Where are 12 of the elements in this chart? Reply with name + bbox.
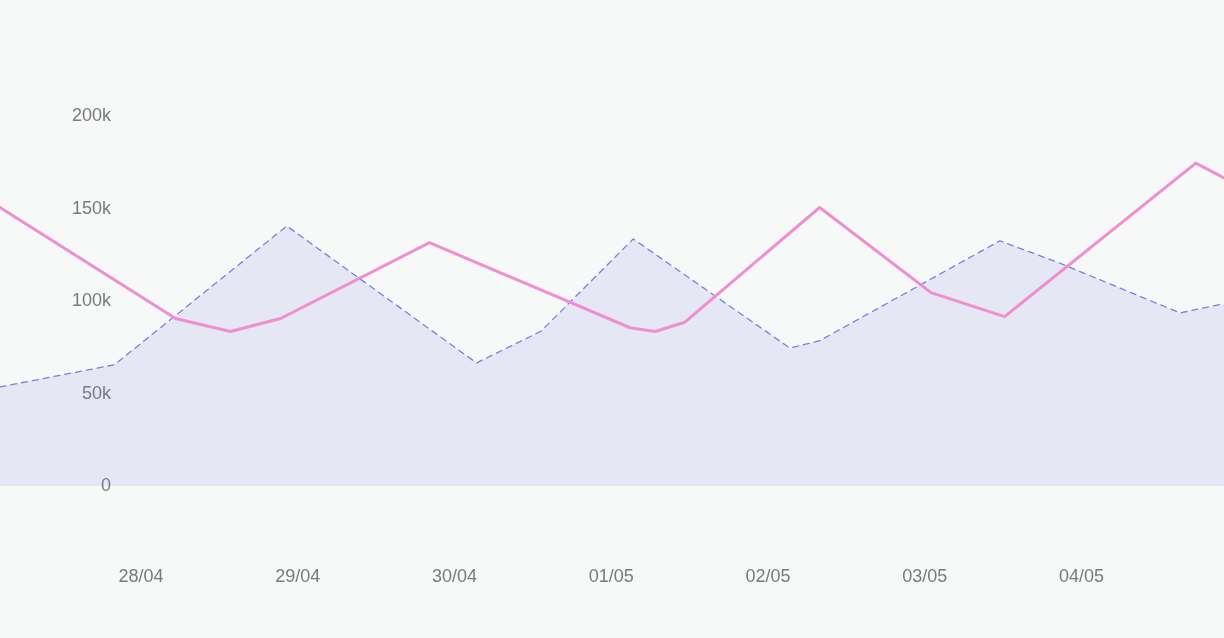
x-tick-label: 03/05 xyxy=(902,566,948,586)
y-tick-label: 50k xyxy=(81,382,112,403)
x-tick-label: 04/05 xyxy=(1058,566,1104,586)
x-tick-label: 28/04 xyxy=(118,566,164,586)
x-tick-label: 02/05 xyxy=(745,566,791,586)
y-tick-label: 100k xyxy=(71,290,112,310)
y-tick-label: 150k xyxy=(71,197,112,218)
x-tick-label: 29/04 xyxy=(275,566,321,586)
x-tick-label: 01/05 xyxy=(588,566,634,586)
x-tick-label: 30/04 xyxy=(431,566,478,586)
y-tick-label: 0 xyxy=(100,475,111,495)
y-tick-label: 200k xyxy=(71,105,112,125)
